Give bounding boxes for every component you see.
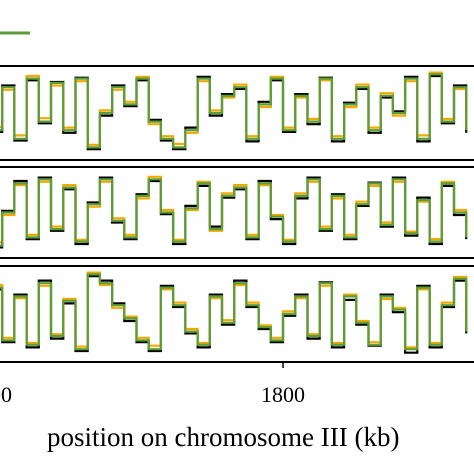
- series-line: [0, 71, 468, 146]
- series-line: [0, 273, 468, 351]
- x-tick-label: 1200: [0, 382, 12, 407]
- panel-frame: [0, 65, 474, 161]
- panel-frame: [0, 265, 474, 363]
- x-tick-label: 1800: [261, 382, 305, 407]
- panel-frame: [0, 166, 474, 259]
- series-line: [0, 178, 468, 247]
- series-line: [0, 73, 468, 149]
- x-axis-label: position on chromosome III (kb): [47, 422, 399, 452]
